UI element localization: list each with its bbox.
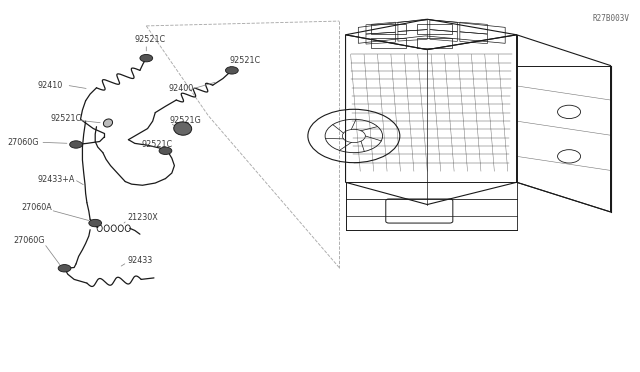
- Text: 27060G: 27060G: [7, 138, 38, 147]
- Text: 27060A: 27060A: [21, 203, 52, 212]
- Text: 92521C: 92521C: [229, 56, 260, 65]
- Circle shape: [58, 264, 71, 272]
- Circle shape: [89, 219, 102, 227]
- Text: 92521C: 92521C: [135, 35, 166, 44]
- Circle shape: [70, 141, 83, 148]
- Text: 27060G: 27060G: [13, 236, 45, 246]
- Text: 92433+A: 92433+A: [38, 175, 75, 184]
- Text: R27B003V: R27B003V: [593, 14, 630, 23]
- Text: 92400: 92400: [168, 84, 193, 93]
- Circle shape: [159, 147, 172, 154]
- Text: 21230X: 21230X: [127, 213, 158, 222]
- Ellipse shape: [173, 122, 191, 135]
- Ellipse shape: [104, 119, 113, 127]
- Circle shape: [140, 54, 153, 62]
- Text: 92410: 92410: [38, 81, 63, 90]
- Circle shape: [225, 67, 238, 74]
- Text: 92433: 92433: [127, 256, 152, 264]
- Text: 92521C: 92521C: [51, 114, 82, 123]
- Text: 92521C: 92521C: [141, 140, 172, 149]
- Text: 92521G: 92521G: [170, 116, 202, 125]
